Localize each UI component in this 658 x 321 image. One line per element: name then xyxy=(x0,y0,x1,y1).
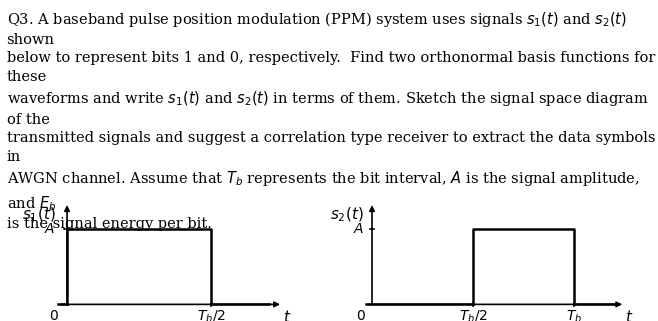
Text: $t$: $t$ xyxy=(625,309,634,321)
Text: Q3. A baseband pulse position modulation (PPM) system uses signals $s_1(t)$ and : Q3. A baseband pulse position modulation… xyxy=(7,10,655,231)
Text: $T_b$: $T_b$ xyxy=(567,309,582,321)
Text: $s_2(t)$: $s_2(t)$ xyxy=(330,205,364,224)
Text: $T_b/2$: $T_b/2$ xyxy=(197,309,225,321)
Text: $0$: $0$ xyxy=(49,309,59,321)
Text: $0$: $0$ xyxy=(356,309,366,321)
Text: $T_b/2$: $T_b/2$ xyxy=(459,309,488,321)
Text: $s_1(t)$: $s_1(t)$ xyxy=(22,205,55,224)
Text: $A$: $A$ xyxy=(44,222,55,236)
Text: $t$: $t$ xyxy=(283,309,291,321)
Text: $A$: $A$ xyxy=(353,222,364,236)
